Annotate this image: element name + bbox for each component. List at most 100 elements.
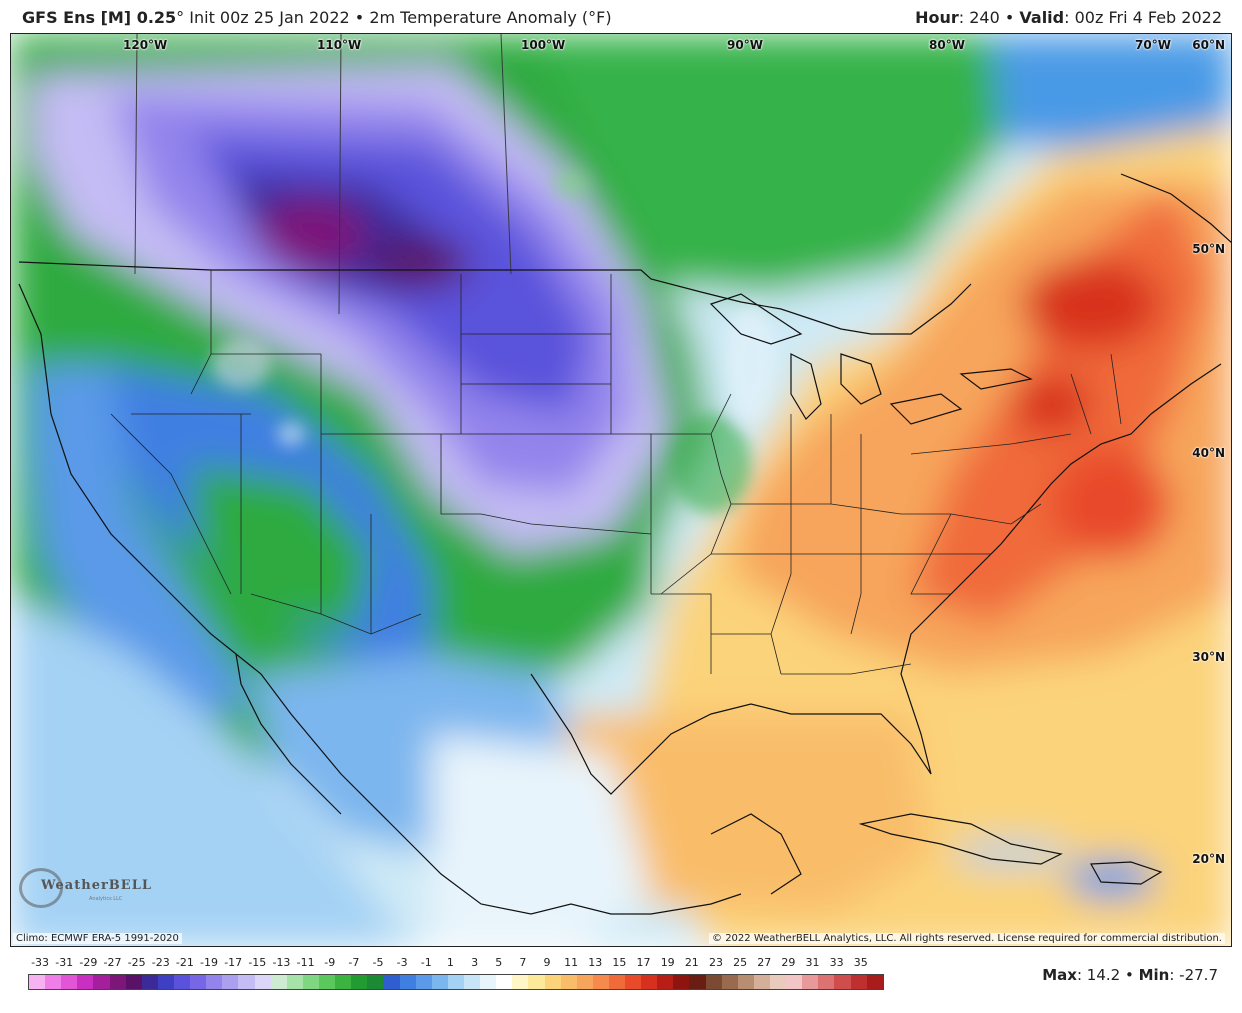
map-canvas[interactable]: 120°W 110°W 100°W 90°W 80°W 70°W 60°N 50…: [10, 33, 1232, 947]
init-time: Init 00z 25 Jan 2022: [189, 8, 350, 27]
legend-tick: -11: [296, 956, 315, 969]
max-label: Max: [1042, 966, 1077, 984]
legend-tick: 33: [829, 956, 844, 969]
title-left: GFS Ens [M] 0.25° Init 00z 25 Jan 2022 •…: [22, 8, 612, 27]
legend-swatch: [270, 975, 287, 989]
legend-tick: 21: [684, 956, 699, 969]
legend-swatch: [367, 975, 384, 989]
legend-swatch: [770, 975, 787, 989]
legend-swatch: [238, 975, 255, 989]
legend-swatch: [77, 975, 94, 989]
legend-swatch: [673, 975, 690, 989]
bullet: •: [354, 8, 365, 27]
lat-label-20n: 20°N: [1192, 852, 1225, 866]
degree-symbol: °: [176, 8, 185, 27]
legend-swatch: [786, 975, 803, 989]
legend-swatch: [850, 975, 867, 989]
legend-tick: -27: [103, 956, 122, 969]
legend-tick: 25: [733, 956, 748, 969]
max-min-stats: Max: 14.2 • Min: -27.7: [1042, 966, 1218, 984]
legend-swatch: [866, 975, 883, 989]
legend-swatch: [93, 975, 110, 989]
legend-swatch: [753, 975, 771, 989]
legend-swatch: [689, 975, 706, 989]
legend-swatch: [318, 975, 336, 989]
legend-tick: 31: [805, 956, 820, 969]
legend-tick: 23: [708, 956, 723, 969]
model-name: GFS Ens [M] 0.25: [22, 8, 177, 27]
legend-swatch: [45, 975, 62, 989]
legend-tick: -33: [31, 956, 50, 969]
legend-tick: -3: [396, 956, 408, 969]
legend-tick: -21: [175, 956, 194, 969]
legend-tick: 13: [588, 956, 603, 969]
legend-tick: 9: [543, 956, 551, 969]
legend-swatch: [335, 975, 352, 989]
legend-tick: 29: [781, 956, 796, 969]
valid-value: : 00z Fri 4 Feb 2022: [1064, 8, 1222, 27]
legend-swatch: [544, 975, 561, 989]
title-right: Hour: 240 • Valid: 00z Fri 4 Feb 2022: [915, 8, 1222, 27]
legend-tick: -31: [55, 956, 74, 969]
legend-tick: -25: [127, 956, 146, 969]
lat-label-50n: 50°N: [1192, 242, 1225, 256]
legend-swatch: [576, 975, 593, 989]
valid-label: Valid: [1019, 8, 1065, 27]
legend-swatch: [29, 975, 46, 989]
legend-swatch: [528, 975, 545, 989]
legend-tick: 3: [471, 956, 479, 969]
legend-swatch: [109, 975, 126, 989]
map-header: GFS Ens [M] 0.25° Init 00z 25 Jan 2022 •…: [0, 0, 1242, 34]
legend-tick: 35: [853, 956, 868, 969]
legend-swatch: [415, 975, 432, 989]
legend-tick: -17: [224, 956, 243, 969]
legend-tick: 27: [757, 956, 772, 969]
lat-label-30n: 30°N: [1192, 650, 1225, 664]
legend-tick: 19: [660, 956, 675, 969]
lat-label-40n: 40°N: [1192, 446, 1225, 460]
legend-swatch: [560, 975, 577, 989]
max-value: : 14.2: [1076, 966, 1121, 984]
legend-tick: -1: [420, 956, 432, 969]
legend-swatch: [737, 975, 754, 989]
legend-swatch: [802, 975, 819, 989]
logo-text: WeatherBELL: [41, 878, 152, 893]
legend-swatch: [818, 975, 835, 989]
field-name: 2m Temperature Anomaly (°F): [369, 8, 612, 27]
legend-swatch: [592, 975, 609, 989]
legend-swatch: [190, 975, 207, 989]
color-legend: -33 -31 -29 -27 -25 -23 -21 -19 -17 -15 -13 -11 -9 -7…: [18, 956, 888, 996]
legend-swatch: [641, 975, 658, 989]
legend-swatch: [383, 975, 400, 989]
legend-swatch: [447, 975, 464, 989]
legend-tick: -29: [79, 956, 98, 969]
legend-tick: 11: [564, 956, 579, 969]
legend-tick: 17: [636, 956, 651, 969]
legend-tick: 15: [612, 956, 627, 969]
logo-subtext: Analytics LLC: [89, 896, 123, 902]
legend-swatch: [834, 975, 851, 989]
lon-label-100w: 100°W: [521, 38, 566, 52]
min-label: Min: [1138, 966, 1170, 984]
legend-tick: -5: [372, 956, 384, 969]
bullet: •: [1004, 8, 1015, 27]
legend-swatch: [351, 975, 368, 989]
legend-tick: -7: [348, 956, 360, 969]
legend-tick: -15: [248, 956, 267, 969]
legend-swatch: [157, 975, 174, 989]
anomaly-map: [11, 34, 1231, 946]
legend-tick: -19: [200, 956, 219, 969]
min-value: : -27.7: [1169, 966, 1218, 984]
legend-swatch: [399, 975, 416, 989]
legend-tick: -13: [272, 956, 291, 969]
bullet: •: [1124, 966, 1134, 984]
lon-label-70w: 70°W: [1135, 38, 1171, 52]
lon-label-80w: 80°W: [929, 38, 965, 52]
legend-swatch: [496, 975, 513, 989]
climo-note: Climo: ECMWF ERA-5 1991-2020: [13, 933, 182, 944]
legend-swatch: [141, 975, 158, 989]
legend-color-bar: [28, 974, 884, 990]
legend-swatch: [657, 975, 674, 989]
copyright-note: © 2022 WeatherBELL Analytics, LLC. All r…: [709, 933, 1225, 944]
legend-swatch: [222, 975, 239, 989]
